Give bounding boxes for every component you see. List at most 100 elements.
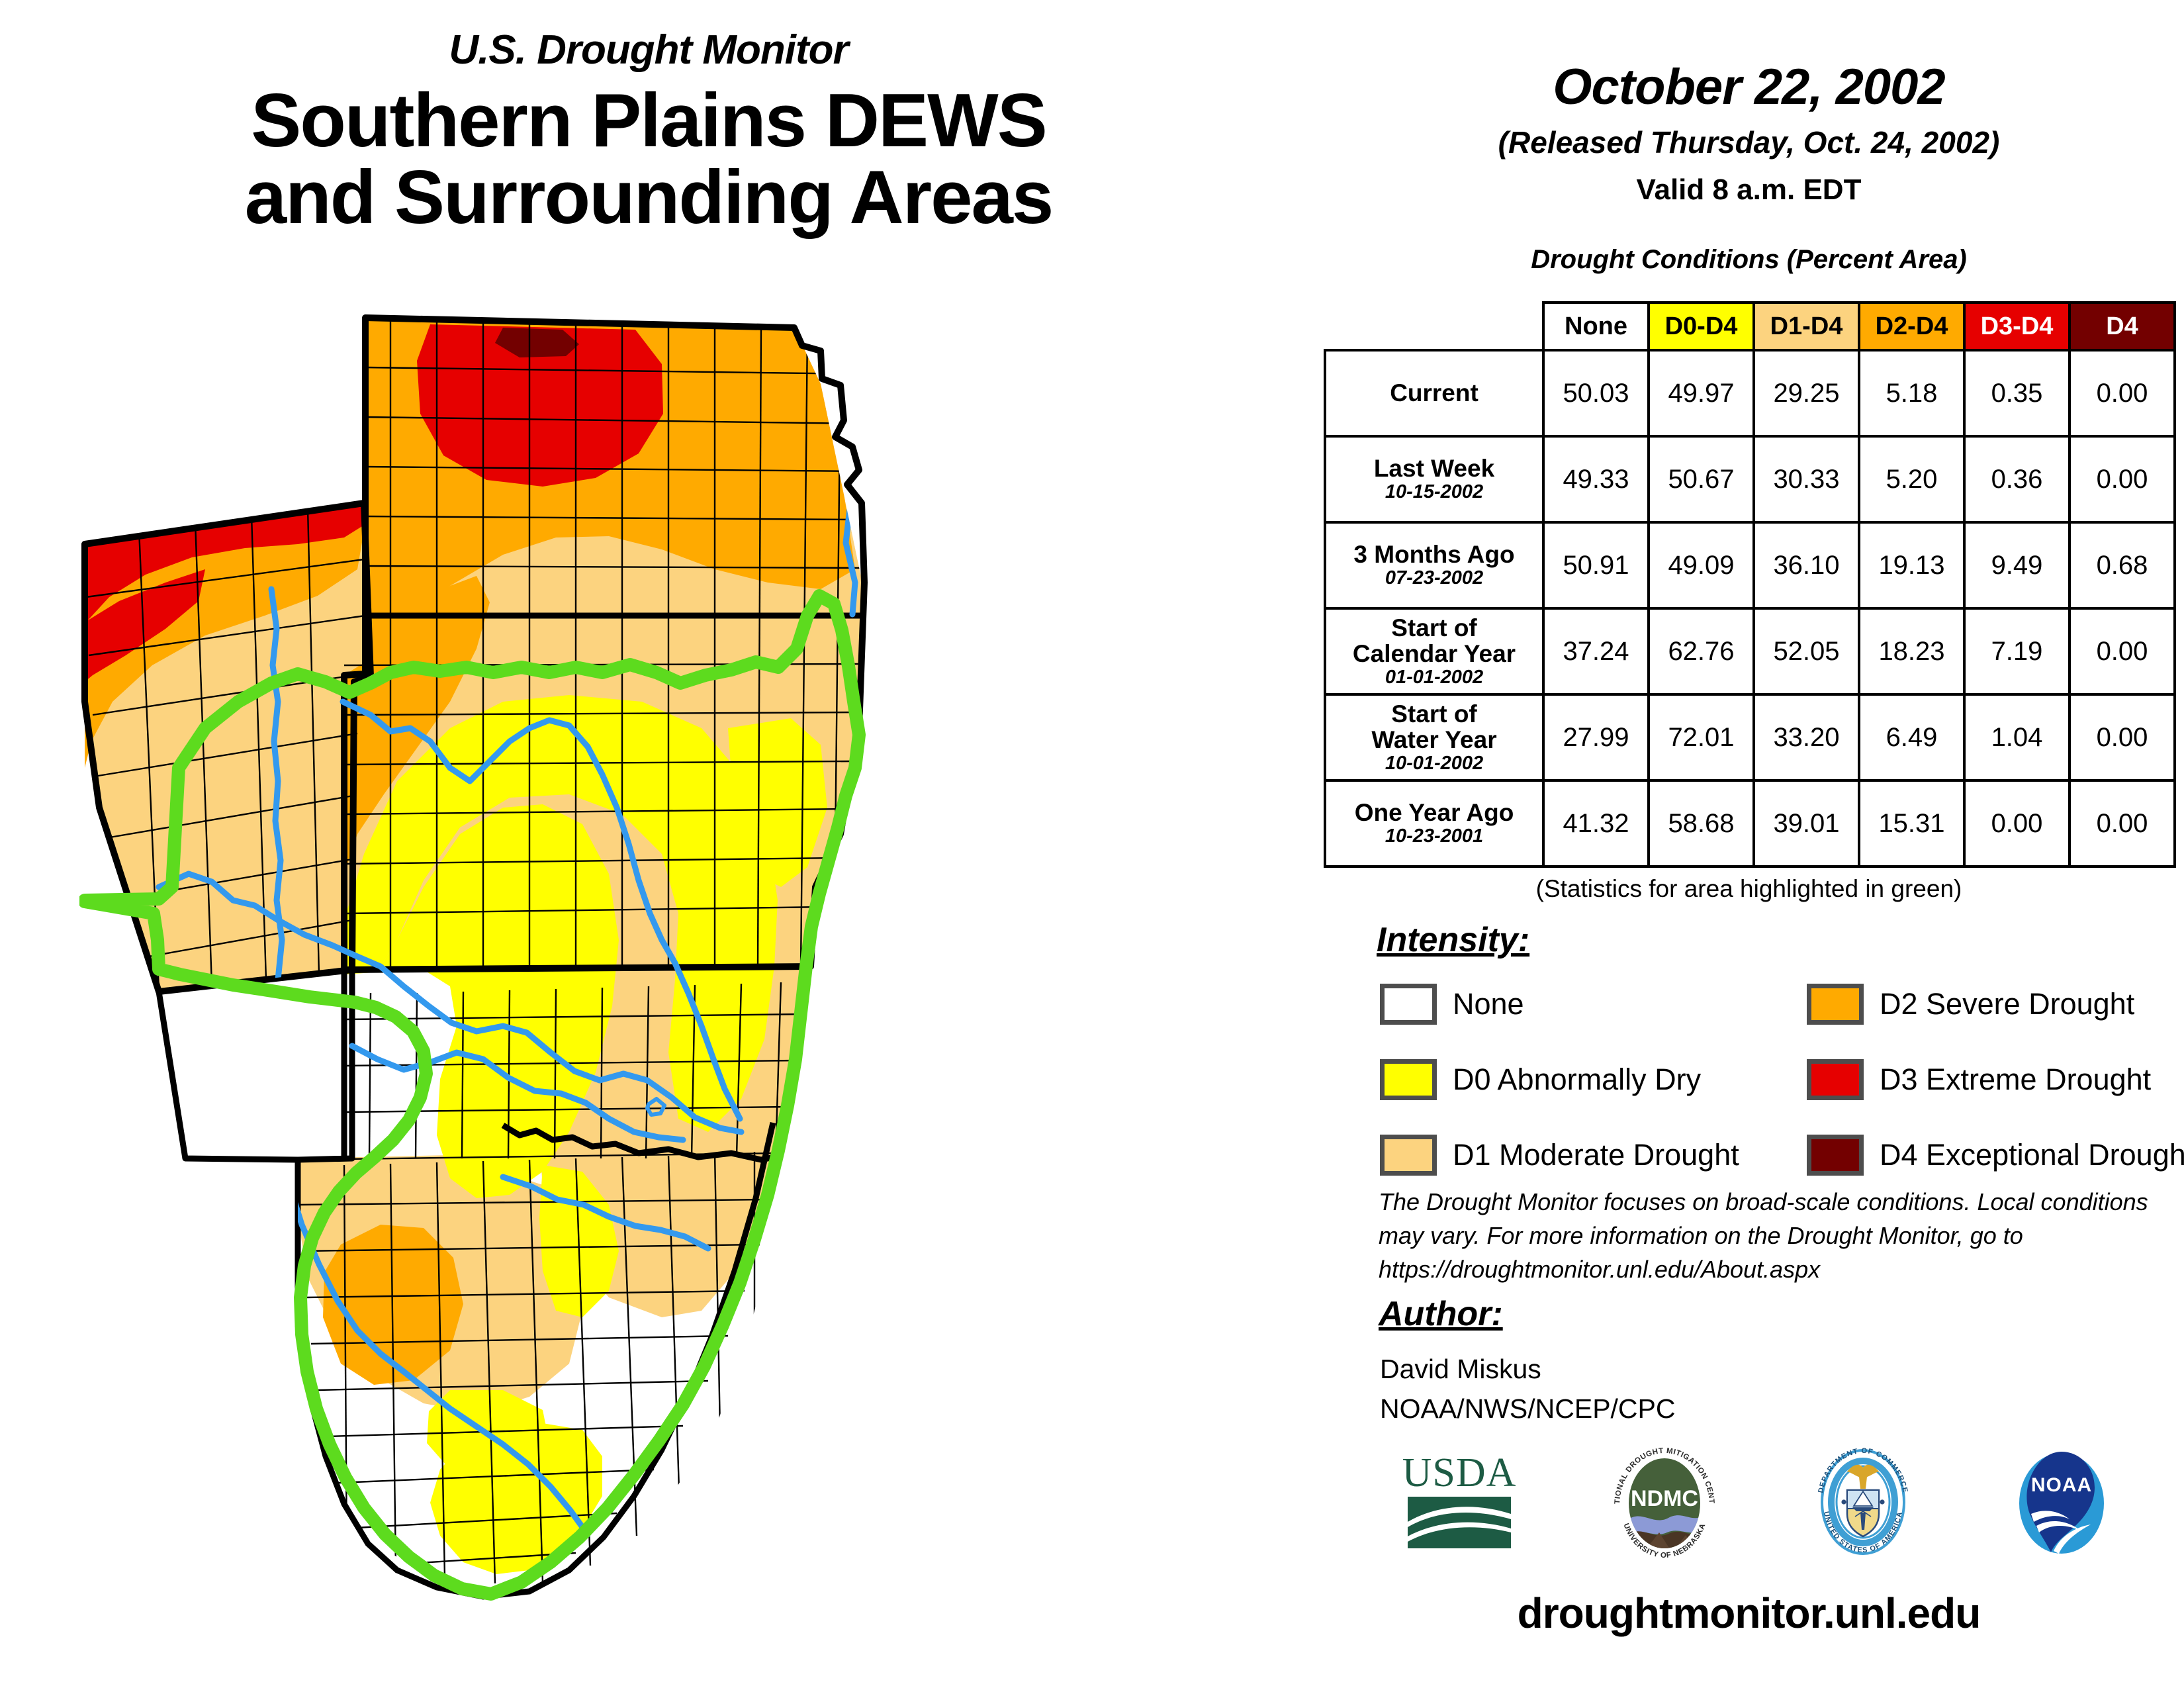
table-row: Last Week 10-15-2002 49.33 50.67 30.33 5.… (1324, 435, 2176, 524)
col-header-d0d4: D0-D4 (1647, 301, 1755, 352)
legend-label: D1 Moderate Drought (1453, 1138, 1739, 1172)
cell-value: 52.05 (1752, 607, 1860, 696)
svg-text:NOAA: NOAA (2031, 1474, 2092, 1496)
table-row: Current 50.03 49.97 29.25 5.18 0.35 0.00 (1324, 349, 2176, 438)
cell-value: 19.13 (1858, 521, 1966, 610)
page-title: Southern Plains DEWS and Surrounding Are… (0, 79, 1297, 240)
swatch-d0-icon (1380, 1059, 1437, 1100)
cell-value: 49.09 (1647, 521, 1755, 610)
drought-conditions-table: None D0-D4 D1-D4 D2-D4 D3-D4 D4 Current … (1324, 301, 2176, 868)
cell-value: 50.91 (1542, 521, 1650, 610)
legend-label: None (1453, 987, 1524, 1021)
cell-value: 49.97 (1647, 349, 1755, 438)
map-title-block: U.S. Drought Monitor Southern Plains DEW… (0, 26, 1297, 237)
drought-layer-d3 (85, 324, 663, 682)
table-header-row: None D0-D4 D1-D4 D2-D4 D3-D4 D4 (1325, 301, 2176, 352)
cell-value: 41.32 (1542, 779, 1650, 868)
cell-value: 7.19 (1963, 607, 2071, 696)
table-row: 3 Months Ago 07-23-2002 50.91 49.09 36.10… (1324, 521, 2176, 610)
drought-layer-d4 (495, 328, 579, 357)
legend-column-left: None D0 Abnormally Dry D1 Moderate Droug… (1380, 978, 1739, 1205)
row-label-start-water-year: Start of|Water YearStart of Water Year 1… (1324, 693, 1545, 782)
table-row: Start of|Calendar YearStart of Calendar … (1324, 607, 2176, 696)
legend-heading: Intensity: (1377, 921, 1530, 959)
col-header-d1d4: D1-D4 (1752, 301, 1860, 352)
noaa-logo: NOAA (2002, 1440, 2121, 1566)
col-header-none: None (1542, 301, 1650, 352)
author-heading: Author: (1379, 1295, 1503, 1333)
legend-label: D3 Extreme Drought (1880, 1062, 2152, 1096)
legend-item-d3: D3 Extreme Drought (1807, 1054, 2184, 1105)
row-label-start-calendar-year: Start of|Calendar YearStart of Calendar … (1324, 607, 1545, 696)
legend-item-d4: D4 Exceptional Drought (1807, 1129, 2184, 1181)
row-label-one-year-ago: One Year Ago 10-23-2001 (1324, 779, 1545, 868)
row-label-last-week: Last Week 10-15-2002 (1324, 435, 1545, 524)
dews-highlight-boundary (79, 589, 866, 1601)
legend-item-none: None (1380, 978, 1739, 1030)
table-caption: Drought Conditions (Percent Area) (1531, 245, 1967, 274)
cell-value: 49.33 (1542, 435, 1650, 524)
table-note: (Statistics for area highlighted in gree… (1535, 875, 1962, 902)
legend-item-d0: D0 Abnormally Dry (1380, 1054, 1739, 1105)
map-base-fill (85, 318, 864, 1597)
ndmc-logo: NDMC NATIONAL DROUGHT MITIGATION CENTER … (1602, 1434, 1724, 1566)
row-label-3-months-ago: 3 Months Ago 07-23-2002 (1324, 521, 1545, 610)
info-panel: October 22, 2002 (Released Thursday, Oct… (1314, 0, 2184, 1688)
page-title-line1: Southern Plains DEWS (251, 79, 1047, 163)
cell-value: 50.03 (1542, 349, 1650, 438)
cell-value: 27.99 (1542, 693, 1650, 782)
cell-value: 62.76 (1647, 607, 1755, 696)
col-header-d2d4: D2-D4 (1858, 301, 1966, 352)
cell-value: 5.18 (1858, 349, 1966, 438)
logo-row: USDA NDMC (1353, 1434, 2161, 1569)
table-row: One Year Ago 10-23-2001 41.32 58.68 39.01… (1324, 779, 2176, 868)
doc-logo: DEPARTMENT OF COMMERCE UNITED STATES OF … (1803, 1440, 1923, 1566)
cell-value: 37.24 (1542, 607, 1650, 696)
cell-value: 0.68 (2068, 521, 2176, 610)
eyebrow-title: U.S. Drought Monitor (449, 27, 848, 73)
cell-value: 0.00 (2068, 349, 2176, 438)
legend-label: D0 Abnormally Dry (1453, 1062, 1702, 1096)
map-date: October 22, 2002 (1553, 59, 1945, 115)
cell-value: 0.36 (1963, 435, 2071, 524)
swatch-none-icon (1380, 984, 1437, 1025)
svg-text:USDA: USDA (1402, 1450, 1517, 1495)
cell-value: 50.67 (1647, 435, 1755, 524)
cell-value: 0.00 (1963, 779, 2071, 868)
cell-value: 33.20 (1752, 693, 1860, 782)
swatch-d4-icon (1807, 1135, 1864, 1176)
cell-value: 1.04 (1963, 693, 2071, 782)
disclaimer-text: The Drought Monitor focuses on broad-sca… (1379, 1188, 2148, 1284)
cell-value: 58.68 (1647, 779, 1755, 868)
swatch-d3-icon (1807, 1059, 1864, 1100)
legend-item-d2: D2 Severe Drought (1807, 978, 2184, 1030)
cell-value: 0.35 (1963, 349, 2071, 438)
cell-value: 29.25 (1752, 349, 1860, 438)
col-header-d4: D4 (2068, 301, 2176, 352)
cell-value: 9.49 (1963, 521, 2071, 610)
county-boundaries (85, 318, 864, 1584)
legend-label: D4 Exceptional Drought (1880, 1138, 2184, 1172)
author-name: David Miskus (1380, 1354, 1541, 1384)
row-label-current: Current (1324, 349, 1545, 438)
table-corner-cell (1325, 303, 1543, 350)
drought-map[interactable] (79, 305, 1310, 1602)
usda-logo: USDA (1393, 1445, 1525, 1561)
author-org: NOAA/NWS/NCEP/CPC (1380, 1393, 1676, 1424)
release-date: (Released Thursday, Oct. 24, 2002) (1498, 125, 2000, 160)
cell-value: 0.00 (2068, 693, 2176, 782)
page-title-line2: and Surrounding Areas (244, 156, 1054, 240)
swatch-d1-icon (1380, 1135, 1437, 1176)
legend-label: D2 Severe Drought (1880, 987, 2135, 1021)
cell-value: 18.23 (1858, 607, 1966, 696)
cell-value: 15.31 (1858, 779, 1966, 868)
legend-item-d1: D1 Moderate Drought (1380, 1129, 1739, 1181)
cell-value: 39.01 (1752, 779, 1860, 868)
cell-value: 5.20 (1858, 435, 1966, 524)
cell-value: 0.00 (2068, 435, 2176, 524)
site-url: droughtmonitor.unl.edu (1517, 1589, 1981, 1637)
swatch-d2-icon (1807, 984, 1864, 1025)
cell-value: 36.10 (1752, 521, 1860, 610)
cell-value: 6.49 (1858, 693, 1966, 782)
svg-text:NDMC: NDMC (1631, 1486, 1698, 1511)
